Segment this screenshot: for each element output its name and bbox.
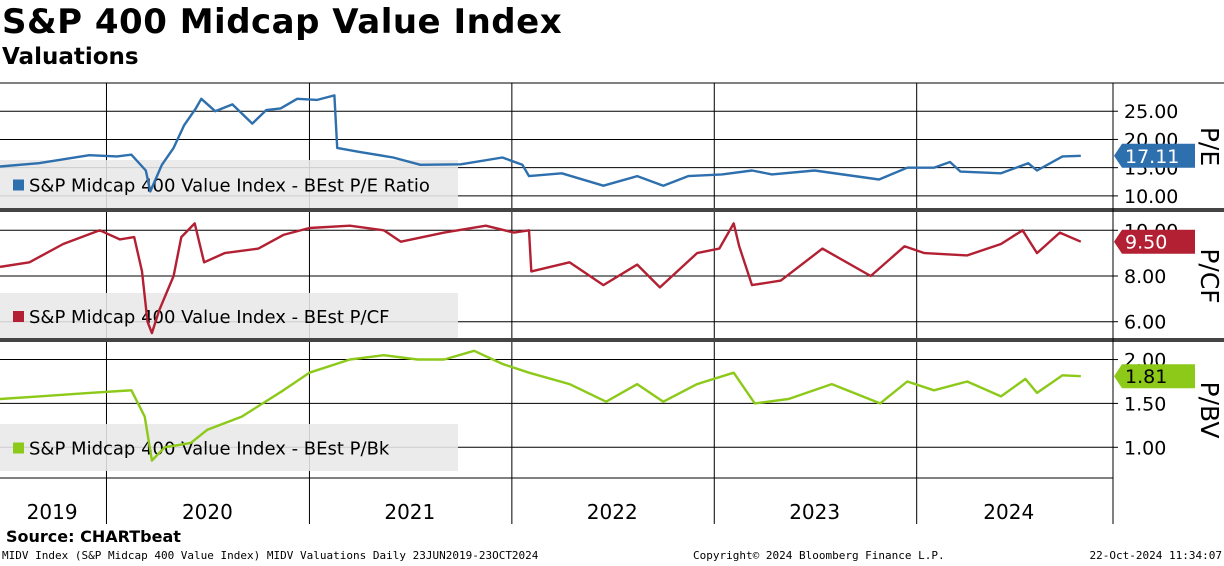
pe-legend-box	[0, 160, 458, 209]
pe-tick-label: 10.00	[1124, 186, 1178, 208]
pb-legend-swatch	[13, 442, 24, 454]
pb-last-value-flag	[1114, 364, 1195, 389]
pe-axis-title: P/E	[1195, 127, 1224, 166]
pcf-series-line	[0, 222, 1082, 335]
x-tick-label-2021: 2021	[384, 500, 435, 524]
pb-legend-label: S&P Midcap 400 Value Index - BEst P/Bk	[29, 439, 390, 460]
pb-tick-label: 1.50	[1124, 393, 1166, 415]
x-tick-label-2022: 2022	[587, 500, 638, 524]
chart-subtitle: Valuations	[2, 44, 139, 70]
pcf-legend-box	[0, 293, 458, 339]
pb-last-value-label: 1.81	[1125, 366, 1167, 388]
pb-tick-label: 1.00	[1124, 437, 1166, 459]
pcf-last-value-flag	[1114, 229, 1195, 254]
x-tick-label-2019: 2019	[27, 500, 78, 524]
pcf-legend-swatch	[13, 311, 24, 322]
source-note: Source: CHARTbeat	[6, 527, 181, 546]
x-tick-label-2020: 2020	[182, 500, 233, 524]
pcf-tick-label: 8.00	[1124, 266, 1166, 288]
pe-legend-swatch	[13, 179, 24, 191]
x-tick-label-2023: 2023	[789, 500, 840, 524]
pb-axis-title: P/BV	[1195, 382, 1224, 439]
pcf-tick-label: 6.00	[1124, 312, 1166, 334]
pcf-axis-title: P/CF	[1195, 248, 1224, 303]
x-tick-label-2024: 2024	[983, 500, 1034, 524]
footer-timestamp: 22-Oct-2024 11:34:07	[1089, 549, 1222, 562]
pe-last-value-label: 17.11	[1125, 146, 1179, 168]
pb-series-line	[0, 349, 1081, 462]
pe-last-value-flag	[1114, 143, 1195, 168]
pe-series-line	[0, 94, 1081, 193]
footer-description: MIDV Index (S&P Midcap 400 Value Index) …	[2, 549, 539, 562]
pcf-legend-label: S&P Midcap 400 Value Index - BEst P/CF	[29, 307, 390, 328]
pe-legend-label: S&P Midcap 400 Value Index - BEst P/E Ra…	[29, 176, 430, 197]
pcf-last-value-label: 9.50	[1125, 232, 1167, 254]
footer-copyright: Copyright© 2024 Bloomberg Finance L.P.	[693, 549, 945, 562]
pe-tick-label: 25.00	[1124, 101, 1178, 123]
chart-title: S&P 400 Midcap Value Index	[2, 2, 563, 42]
pb-legend-box	[0, 424, 458, 471]
